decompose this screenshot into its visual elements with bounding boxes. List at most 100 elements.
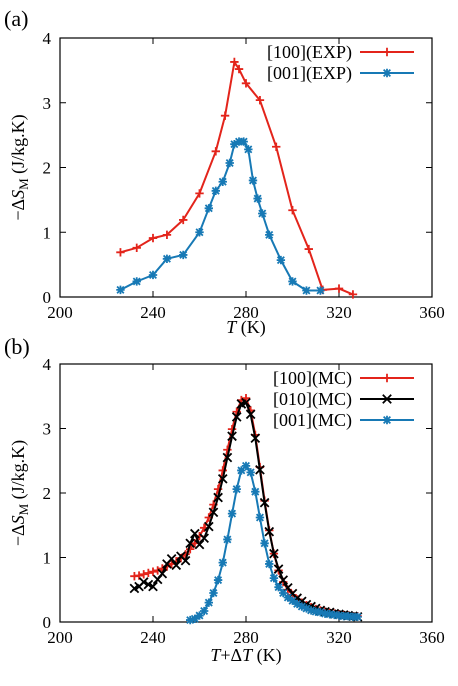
data-point	[288, 596, 297, 605]
panel-a: 200 240 280 320 360 0 1 2 3 4 (a) T (K) −ΔSM (J/kg.K…	[4, 6, 445, 338]
x-tick-label: 240	[140, 628, 166, 647]
data-point	[260, 539, 269, 548]
data-point	[269, 548, 279, 559]
data-point	[320, 609, 330, 618]
data-point	[288, 277, 297, 286]
data-point	[231, 412, 242, 422]
data-point	[248, 176, 258, 185]
x-axis-label-var: T	[226, 317, 238, 337]
data-point	[195, 228, 204, 237]
x-tick-label: 360	[419, 628, 445, 647]
series-line	[120, 140, 321, 292]
x-tick-label: 320	[326, 303, 352, 322]
data-point	[265, 230, 274, 240]
data-point	[180, 555, 191, 566]
y-axis-label-sub: M	[16, 503, 31, 515]
data-point	[264, 526, 275, 537]
data-point	[258, 209, 267, 218]
data-point	[274, 582, 283, 592]
data-point	[239, 137, 248, 146]
data-point	[255, 95, 265, 105]
x-tick-label: 320	[326, 628, 352, 647]
data-point	[311, 607, 320, 616]
data-point	[237, 466, 246, 475]
data-point	[195, 611, 204, 620]
y-tick-label: 2	[43, 484, 52, 503]
data-point	[334, 611, 344, 620]
y-axis-label-sub: M	[16, 178, 31, 190]
data-point	[222, 452, 233, 463]
data-point	[344, 611, 353, 621]
data-point	[273, 564, 284, 574]
data-point	[244, 145, 253, 154]
legend-label: [001](MC)	[273, 410, 352, 431]
data-point	[334, 284, 344, 293]
data-point	[250, 433, 261, 444]
data-point	[234, 137, 244, 146]
data-point	[116, 285, 125, 295]
data-point	[245, 409, 256, 420]
data-point	[132, 277, 141, 286]
data-point	[276, 255, 286, 265]
y-tick-label: 1	[43, 223, 52, 242]
panel-label: (a)	[4, 6, 28, 31]
data-point	[272, 142, 281, 151]
data-point	[227, 431, 237, 442]
data-point	[348, 290, 358, 299]
y-axis-label-var: S	[8, 515, 28, 524]
data-point	[220, 111, 230, 120]
data-point	[190, 528, 200, 539]
y-axis-label-prefix: −Δ	[8, 199, 28, 221]
data-point	[116, 248, 125, 257]
x-tick-label: 200	[47, 628, 73, 647]
y-axis-label-var: S	[8, 190, 28, 199]
series-line	[120, 61, 354, 296]
data-point	[203, 521, 214, 532]
data-point	[278, 575, 289, 585]
data-point	[234, 64, 244, 74]
data-point	[302, 286, 311, 295]
data-point	[348, 612, 358, 622]
panel-label: (b)	[4, 334, 30, 359]
data-point	[251, 487, 260, 496]
data-point	[302, 604, 311, 613]
data-point	[148, 567, 158, 576]
x-tick-label: 280	[233, 628, 259, 647]
data-point	[199, 606, 209, 616]
data-point	[179, 250, 188, 260]
data-point	[179, 215, 188, 225]
data-point	[148, 233, 158, 243]
legend-label: [010](MC)	[273, 389, 352, 410]
series-1	[129, 397, 363, 622]
data-point	[223, 535, 232, 544]
data-point	[157, 568, 168, 579]
legend-label: [100](EXP)	[267, 42, 352, 63]
data-point	[288, 206, 297, 215]
data-point	[162, 254, 172, 263]
data-point	[144, 568, 153, 578]
legend-marker	[382, 373, 392, 383]
data-point	[241, 79, 251, 88]
x-axis-label-unit: (K)	[252, 645, 282, 666]
data-point	[246, 468, 255, 477]
legend-label: [001](EXP)	[267, 63, 352, 84]
data-point	[218, 558, 227, 567]
data-point	[148, 581, 158, 592]
y-tick-label: 4	[43, 355, 52, 374]
data-point	[153, 566, 162, 575]
data-point	[304, 244, 313, 254]
y-axis-label: −ΔSM (J/kg.K)	[8, 440, 31, 546]
data-point	[171, 560, 182, 571]
series-line	[134, 397, 358, 618]
data-point	[283, 593, 293, 602]
data-point	[132, 243, 141, 252]
data-point	[208, 507, 219, 518]
data-point	[138, 577, 149, 587]
data-point	[185, 538, 196, 549]
legend-marker	[382, 394, 392, 404]
data-point	[241, 461, 251, 471]
data-point	[162, 230, 172, 240]
x-axis-label-var2: T	[242, 645, 254, 665]
legend-marker	[382, 47, 392, 57]
data-point	[330, 610, 339, 620]
